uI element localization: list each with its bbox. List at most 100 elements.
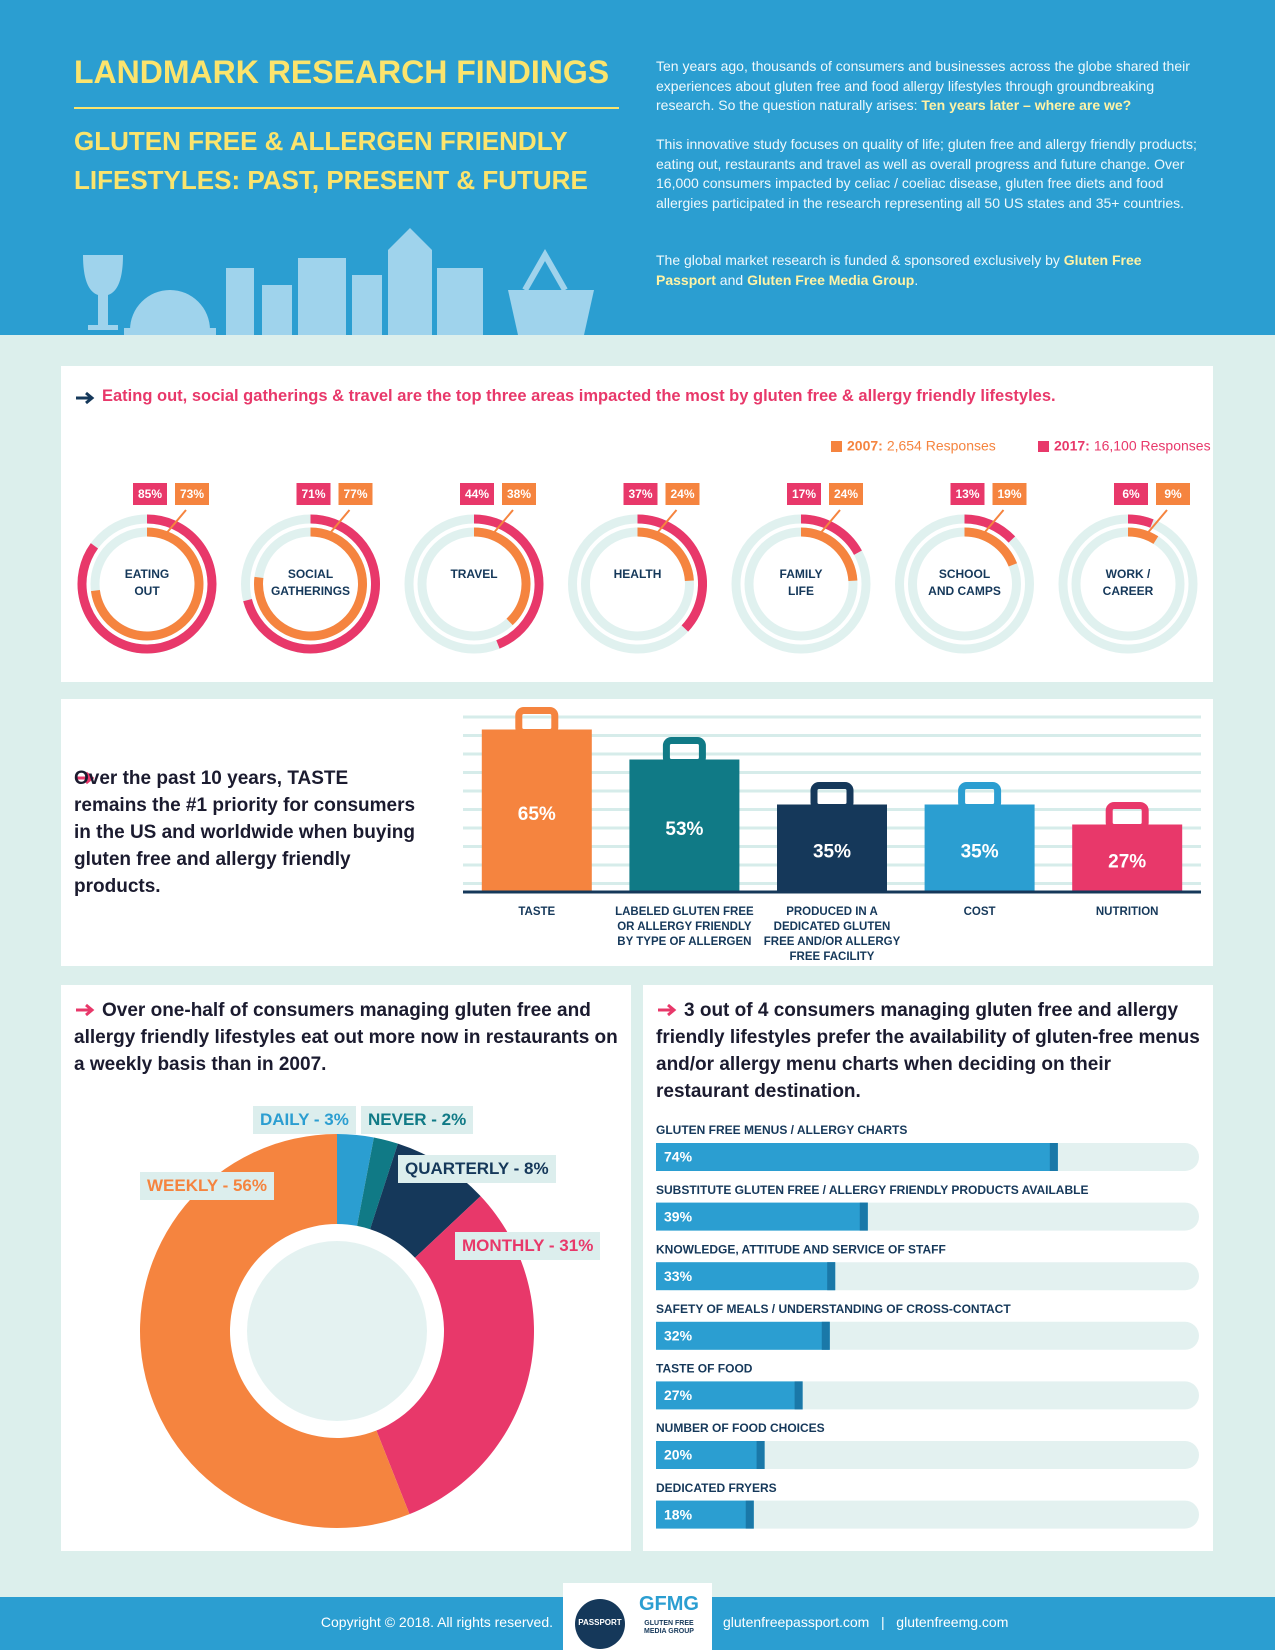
category-label: DEDICATED FRYERS: [656, 1481, 777, 1495]
text: This innovative study focuses on quality…: [656, 136, 1197, 211]
bar: [629, 759, 740, 892]
label-box: [623, 483, 658, 505]
ring-arc: [1127, 514, 1154, 528]
label-box: [787, 483, 821, 505]
label-box: [502, 483, 536, 505]
bar-cap: [859, 1202, 868, 1231]
header-band: [0, 0, 1275, 335]
bar-track: [656, 1441, 1199, 1469]
label-box: [1114, 483, 1148, 505]
category-label: SUBSTITUTE GLUTEN FREE / ALLERGY FRIENDL…: [656, 1183, 1088, 1197]
bar: [656, 1381, 803, 1410]
bar-track: [656, 1500, 1199, 1529]
label-box: [829, 483, 863, 505]
bar: [924, 804, 1035, 892]
category-label: NUMBER OF FOOD CHOICES: [656, 1421, 825, 1435]
value-label: 44%: [465, 487, 489, 501]
label-box: [296, 483, 331, 505]
copyright: Copyright © 2018. All rights reserved.: [320, 1614, 553, 1630]
ring-arc: [77, 514, 217, 654]
bar: [656, 1321, 830, 1350]
value-label: 18%: [664, 1506, 693, 1522]
slice-label: QUARTERLY - 8%: [398, 1155, 556, 1183]
chart-title: Eating out, social gatherings & travel a…: [102, 387, 1056, 405]
title: LANDMARK RESEARCH FINDINGS: [74, 54, 610, 90]
value-label: 27%: [664, 1387, 693, 1403]
bar-cap: [827, 1262, 836, 1291]
legend-responses: 2,654 Responses: [887, 438, 996, 454]
text: .: [914, 271, 919, 288]
donut-slice: [140, 1134, 410, 1528]
legend-responses: 16,100 Responses: [1094, 438, 1211, 454]
label-box: [460, 483, 494, 505]
value-label: 13%: [955, 487, 979, 501]
value-label: 74%: [664, 1149, 693, 1165]
leader-line: [491, 509, 514, 536]
value-label: 85%: [138, 487, 162, 501]
value-label: 39%: [664, 1208, 693, 1224]
bar: [656, 1262, 836, 1291]
leader-line: [981, 509, 1005, 536]
bar-cap: [745, 1500, 754, 1529]
value-label: 53%: [665, 819, 703, 840]
bar: [481, 729, 592, 892]
value-label: 35%: [961, 841, 999, 862]
category-label: TASTE OF FOOD: [656, 1362, 753, 1376]
emphasis: Ten years later – where are we?: [921, 97, 1132, 113]
category-label: FAMILY LIFE: [779, 567, 823, 598]
leader-line: [1145, 509, 1168, 536]
bar: [656, 1143, 1058, 1171]
subtitle: GLUTEN FREE & ALLERGEN FRIENDLY LIFESTYL…: [74, 126, 588, 195]
chart-title: Over the past 10 years, TASTE remains th…: [74, 768, 416, 897]
chart-title: 3 out of 4 consumers managing gluten fre…: [656, 1000, 1200, 1102]
bar-cap: [756, 1441, 765, 1469]
text: and: [715, 271, 748, 288]
ring-arc: [637, 527, 694, 582]
logo-text: GFMG: [639, 1593, 699, 1615]
slice-label: WEEKLY - 56%: [140, 1172, 274, 1200]
ring-arc: [964, 527, 1018, 567]
ring-arc: [90, 527, 204, 641]
paragraph: Ten years ago, thousands of consumers an…: [656, 57, 1204, 116]
value-label: 33%: [664, 1268, 693, 1284]
value-label: 71%: [301, 487, 325, 501]
category-label: COST: [963, 906, 996, 918]
emphasis: Gluten Free Media Group: [747, 271, 915, 288]
ring-arc: [800, 527, 858, 582]
ring-arc: [254, 527, 367, 641]
panel: [61, 366, 1213, 682]
bar: [777, 804, 887, 892]
bar: [1072, 824, 1183, 892]
legend-swatch: [831, 441, 842, 452]
label-box: [1156, 483, 1190, 505]
leader-line: [654, 509, 678, 536]
donut-slice: [357, 1137, 398, 1230]
separator: |: [880, 1614, 885, 1630]
slice-label: DAILY - 3%: [253, 1106, 356, 1134]
category-label: PRODUCED IN A DEDICATED GLUTEN FREE AND/…: [763, 906, 901, 963]
passport-logo: [575, 1599, 625, 1649]
label-box: [992, 483, 1027, 505]
category-label: SOCIAL GATHERINGS: [270, 567, 351, 598]
category-label: TRAVEL: [450, 567, 498, 581]
leader-line: [164, 509, 187, 536]
category-label: HEALTH: [613, 567, 662, 581]
bar: [656, 1500, 754, 1529]
value-label: 37%: [628, 487, 652, 501]
label-box: [175, 483, 209, 505]
category-label: TASTE: [518, 906, 556, 918]
value-label: 77%: [343, 487, 367, 501]
emphasis: Gluten Free Passport: [656, 252, 1142, 288]
ring-arc: [800, 514, 862, 555]
leader-line: [818, 509, 841, 536]
slice-label: MONTHLY - 31%: [455, 1232, 601, 1260]
category-label: GLUTEN FREE MENUS / ALLERGY CHARTS: [656, 1123, 907, 1137]
link[interactable]: glutenfreemg.com: [896, 1614, 1009, 1630]
chart-title: Over one-half of consumers managing glut…: [74, 1000, 618, 1075]
link[interactable]: glutenfreepassport.com: [723, 1614, 870, 1630]
arrow-icons: [76, 391, 677, 1017]
value-label: 27%: [1108, 851, 1146, 872]
value-label: 19%: [997, 487, 1021, 501]
label-box: [665, 483, 700, 505]
